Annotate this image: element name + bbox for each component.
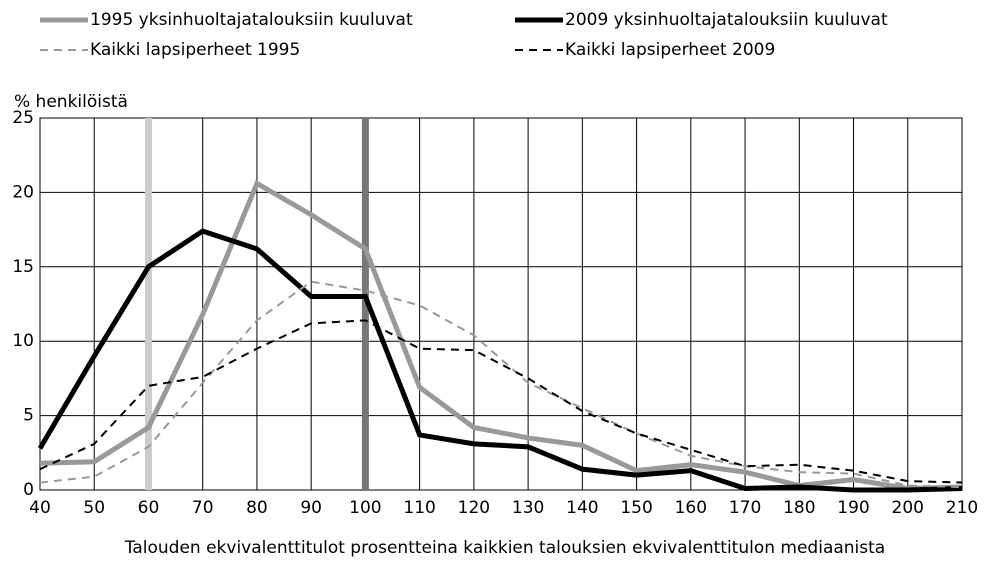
series-line: [37, 228, 963, 493]
legend-label: Kaikki lapsiperheet 2009: [565, 40, 775, 60]
x-axis-label: Talouden ekvivalenttitulot prosentteina …: [124, 538, 885, 558]
x-tick-label: 50: [83, 498, 105, 518]
x-tick-label: 190: [837, 498, 869, 518]
y-axis-label: % henkilöistä: [14, 92, 128, 112]
y-tick-label: 10: [12, 331, 34, 351]
series-line: [39, 179, 963, 492]
legend-label: 1995 yksinhuoltajatalouksiin kuuluvat: [90, 10, 413, 30]
x-tick-label: 80: [246, 498, 268, 518]
x-tick-label: 100: [349, 498, 381, 518]
x-tick-label: 70: [192, 498, 214, 518]
x-tick-label: 130: [512, 498, 544, 518]
x-tick-label: 40: [29, 498, 51, 518]
x-tick-label: 140: [566, 498, 598, 518]
y-tick-label: 15: [12, 257, 34, 277]
y-tick-label: 20: [12, 182, 34, 202]
x-tick-label: 210: [946, 498, 978, 518]
x-tick-label: 120: [458, 498, 490, 518]
y-tick-label: 0: [23, 480, 34, 500]
legend-label: Kaikki lapsiperheet 1995: [90, 40, 300, 60]
x-tick-label: 150: [620, 498, 652, 518]
x-tick-label: 60: [138, 498, 160, 518]
series-line: [39, 319, 963, 484]
legend-label: 2009 yksinhuoltajatalouksiin kuuluvat: [565, 10, 888, 30]
x-tick-label: 200: [892, 498, 924, 518]
x-tick-label: 110: [403, 498, 435, 518]
x-tick-label: 90: [300, 498, 322, 518]
y-tick-label: 5: [23, 406, 34, 426]
x-tick-label: 160: [675, 498, 707, 518]
y-tick-label: 25: [12, 108, 34, 128]
x-tick-label: 180: [783, 498, 815, 518]
x-tick-label: 170: [729, 498, 761, 518]
series-line: [39, 280, 963, 489]
